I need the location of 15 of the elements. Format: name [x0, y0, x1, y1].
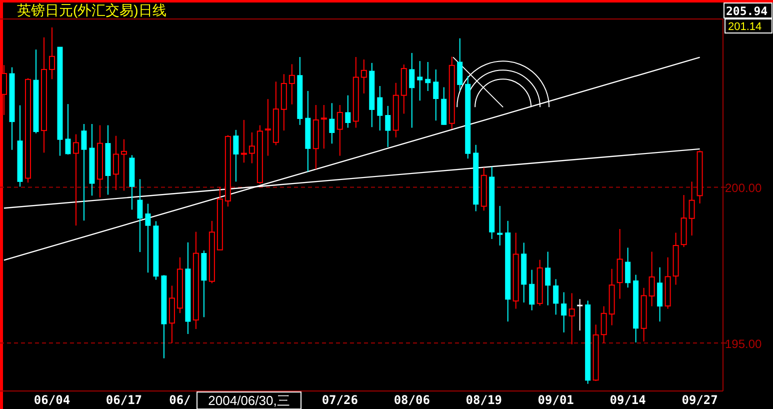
y-tick-label: 195.00	[725, 337, 762, 352]
x-tick-label: 06/17	[106, 393, 142, 407]
text: 205.94	[726, 4, 768, 18]
x-tick-label: 09/27	[682, 393, 718, 407]
x-tick-label: 08/06	[394, 393, 430, 407]
chart-title: 英镑日元(外汇交易)日线	[17, 2, 166, 18]
x-tick-label: 06/04	[34, 393, 70, 407]
x-tick-label: 08/19	[466, 393, 502, 407]
text: 2004/06/30,三	[208, 393, 290, 408]
x-tick-label: 09/01	[538, 393, 574, 407]
x-tick-label: 06/	[169, 393, 191, 407]
x-tick-label: 09/14	[610, 393, 646, 407]
x-tick-label: 07/26	[322, 393, 358, 407]
text: 201.14	[728, 21, 762, 33]
y-tick-label: 200.00	[725, 181, 762, 196]
